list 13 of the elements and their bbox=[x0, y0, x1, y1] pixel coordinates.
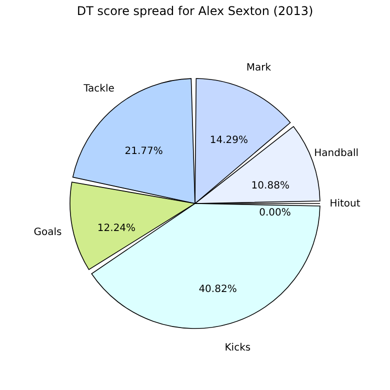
data-label: 21.77% bbox=[124, 146, 163, 158]
chart-title: DT score spread for Alex Sexton (2013) bbox=[76, 4, 314, 18]
text: 0.00% bbox=[259, 208, 291, 218]
category-label: Hitout bbox=[330, 198, 360, 210]
data-label: 40.82% bbox=[198, 284, 237, 296]
slice-label: Handball bbox=[314, 148, 359, 160]
slice-label: Kicks bbox=[224, 342, 251, 354]
data-label: 12.24% bbox=[97, 222, 136, 234]
data-label: 14.29% bbox=[210, 135, 248, 146]
slice-label: Tackle bbox=[82, 83, 114, 94]
slice-label: Goals bbox=[34, 227, 62, 238]
slice-label: Mark bbox=[246, 62, 272, 74]
data-label: 10.88% bbox=[251, 180, 290, 192]
